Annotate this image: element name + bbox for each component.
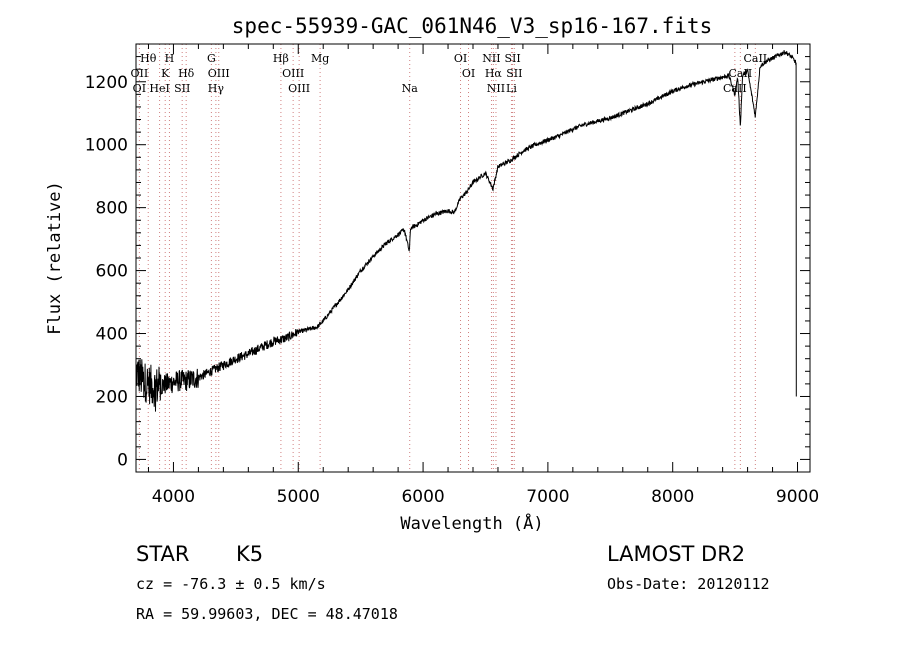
line-marker-label: Hδ	[178, 67, 195, 80]
line-marker-label: NII	[487, 82, 505, 95]
x-tick-label: 5000	[277, 487, 320, 507]
line-marker-label: Hθ	[140, 52, 157, 65]
chart-title: spec-55939-GAC_061N46_V3_sp16-167.fits	[232, 14, 712, 38]
line-marker-label: OI	[454, 52, 467, 65]
y-tick-label: 1200	[85, 73, 128, 93]
line-marker-label: SII	[504, 52, 520, 65]
observation-date: Obs-Date: 20120112	[607, 575, 770, 593]
y-axis-label: Flux (relative)	[45, 181, 65, 335]
line-marker-label: OIII	[288, 82, 310, 95]
line-marker-label: SII	[506, 67, 522, 80]
survey-name: LAMOST DR2	[607, 542, 745, 566]
line-marker-label: Hα	[485, 67, 503, 80]
x-tick-label: 7000	[526, 487, 569, 507]
y-tick-label: 200	[96, 387, 128, 407]
line-marker-label: CaII	[729, 67, 753, 80]
line-marker-label: CaII	[743, 52, 767, 65]
line-marker-label: Li	[506, 82, 517, 95]
line-marker-label: HeI	[149, 82, 169, 95]
y-tick-label: 400	[96, 325, 128, 345]
line-marker-label: OI	[462, 67, 475, 80]
y-tick-label: 0	[117, 450, 128, 470]
line-marker-label: H	[165, 52, 175, 65]
line-marker-label: Mg	[311, 52, 329, 65]
line-marker-label: Hγ	[208, 82, 225, 95]
line-marker-label: SII	[174, 82, 190, 95]
line-marker-label: OIII	[208, 67, 230, 80]
y-tick-label: 800	[96, 199, 128, 219]
y-tick-label: 600	[96, 262, 128, 282]
line-marker-label: CaII	[723, 82, 747, 95]
spectrum-line	[135, 50, 797, 412]
object-type: STAR	[136, 542, 189, 566]
line-marker-label: OI	[133, 82, 146, 95]
line-marker-label: OII	[131, 67, 149, 80]
spectral-line-markers	[138, 44, 756, 472]
coordinates: RA = 59.99603, DEC = 48.47018	[136, 605, 398, 623]
x-axis-label: Wavelength (Å)	[400, 512, 543, 534]
subclass: K5	[236, 542, 263, 566]
x-tick-label: 6000	[401, 487, 444, 507]
line-marker-label: Hβ	[273, 52, 289, 65]
x-tick-label: 9000	[776, 487, 819, 507]
line-marker-label: G	[207, 52, 216, 65]
line-marker-label: Na	[402, 82, 419, 95]
x-axis-ticks: 4000 5000 6000 7000 8000 9000	[147, 44, 819, 507]
y-tick-label: 1000	[85, 136, 128, 156]
velocity-readout: cz = -76.3 ± 0.5 km/s	[136, 575, 326, 593]
x-tick-label: 4000	[152, 487, 195, 507]
plot-frame	[135, 43, 811, 473]
x-tick-label: 8000	[651, 487, 694, 507]
line-marker-label: OIII	[282, 67, 304, 80]
line-marker-label: K	[161, 67, 170, 80]
y-axis-ticks: 0 200 400 600 800 1000 1200	[85, 56, 810, 473]
line-marker-label: NII	[482, 52, 500, 65]
